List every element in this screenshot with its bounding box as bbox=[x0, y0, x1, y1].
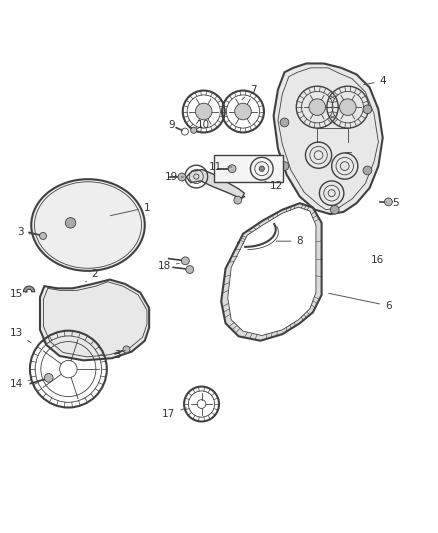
Text: 2: 2 bbox=[86, 269, 98, 282]
Wedge shape bbox=[23, 286, 35, 292]
Text: 3: 3 bbox=[17, 228, 36, 237]
Text: 9: 9 bbox=[169, 119, 182, 130]
Circle shape bbox=[235, 103, 251, 120]
Polygon shape bbox=[40, 280, 149, 360]
Circle shape bbox=[181, 257, 189, 265]
Circle shape bbox=[363, 166, 372, 175]
Circle shape bbox=[44, 374, 53, 382]
Text: 12: 12 bbox=[265, 181, 283, 191]
Circle shape bbox=[330, 205, 339, 214]
Ellipse shape bbox=[31, 179, 145, 271]
Circle shape bbox=[191, 127, 197, 133]
Text: 19: 19 bbox=[165, 172, 183, 182]
Text: 1: 1 bbox=[110, 203, 150, 216]
Circle shape bbox=[65, 217, 76, 228]
Circle shape bbox=[339, 99, 356, 116]
Text: 7: 7 bbox=[242, 85, 256, 100]
Bar bbox=[214, 155, 283, 182]
Circle shape bbox=[195, 103, 212, 120]
Ellipse shape bbox=[35, 182, 141, 268]
Circle shape bbox=[186, 265, 194, 273]
Text: 8: 8 bbox=[276, 236, 303, 246]
Text: 16: 16 bbox=[371, 255, 384, 265]
Circle shape bbox=[363, 105, 372, 114]
Text: 4: 4 bbox=[364, 76, 386, 86]
Text: 5: 5 bbox=[387, 198, 399, 208]
Circle shape bbox=[385, 198, 392, 206]
Polygon shape bbox=[221, 203, 321, 341]
Circle shape bbox=[280, 161, 289, 171]
Circle shape bbox=[123, 346, 130, 353]
Circle shape bbox=[280, 118, 289, 127]
Circle shape bbox=[228, 165, 236, 173]
Circle shape bbox=[234, 196, 242, 204]
Text: 6: 6 bbox=[328, 293, 392, 311]
Text: 18: 18 bbox=[158, 261, 179, 271]
Circle shape bbox=[259, 166, 265, 171]
Text: 3: 3 bbox=[114, 350, 125, 360]
Text: 10: 10 bbox=[197, 119, 210, 130]
Polygon shape bbox=[274, 63, 383, 214]
Circle shape bbox=[39, 232, 46, 239]
Circle shape bbox=[309, 99, 325, 116]
Polygon shape bbox=[186, 169, 244, 199]
Text: 13: 13 bbox=[9, 328, 31, 343]
Circle shape bbox=[178, 173, 186, 181]
Text: 17: 17 bbox=[162, 408, 187, 419]
Text: 15: 15 bbox=[9, 288, 28, 298]
Text: 11: 11 bbox=[209, 162, 232, 172]
Text: 14: 14 bbox=[9, 378, 31, 389]
